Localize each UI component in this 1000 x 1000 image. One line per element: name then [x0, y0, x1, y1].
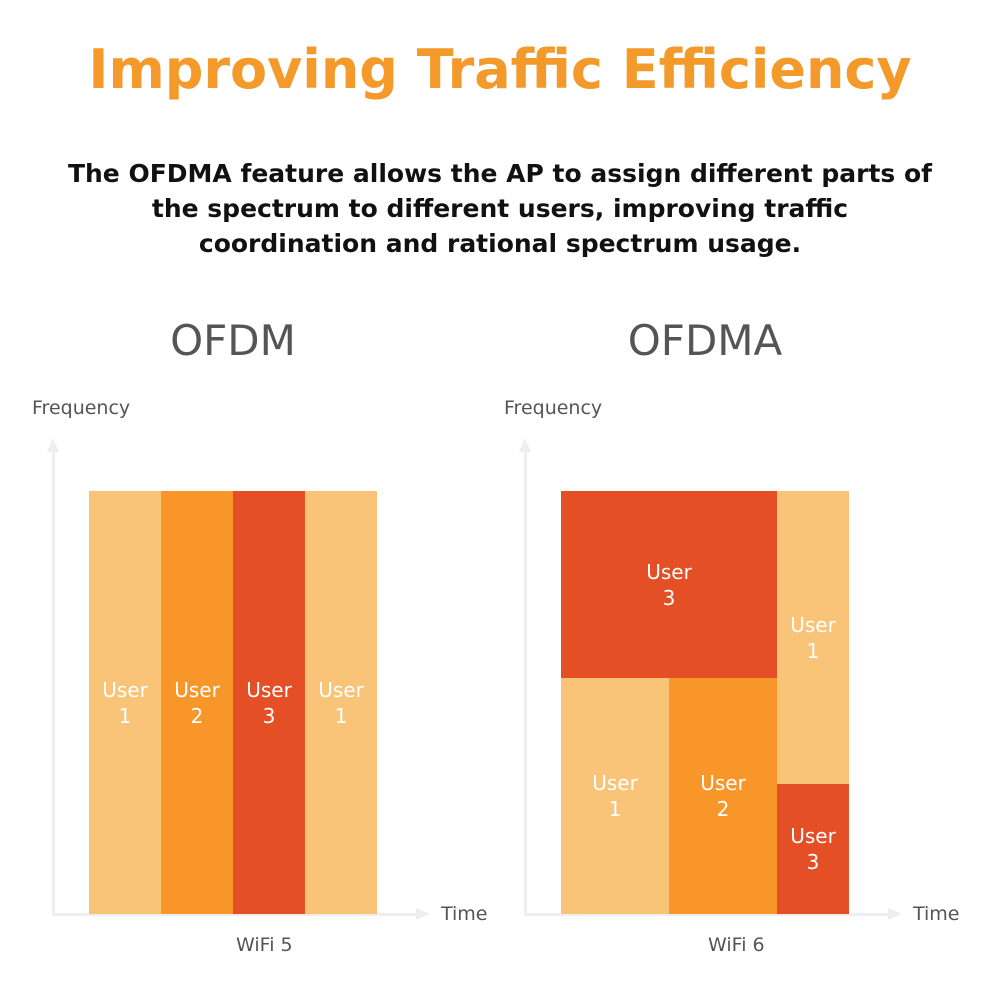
- block-label: User: [646, 559, 692, 584]
- ofdm-y-label: Frequency: [32, 397, 131, 419]
- block-number: 3: [806, 850, 820, 874]
- ofdma-y-label: Frequency: [504, 397, 603, 419]
- block-number: 3: [662, 585, 676, 610]
- ofdm-x-label: Time: [441, 903, 488, 925]
- ofdm-block-user2: User 2: [161, 491, 233, 914]
- ofdm-title: OFDM: [170, 316, 296, 365]
- block-label: User: [102, 677, 148, 702]
- block-number: 1: [334, 703, 348, 728]
- subtitle: The OFDMA feature allows the AP to assig…: [67, 159, 933, 258]
- block-number: 1: [118, 703, 132, 728]
- block-label: User: [790, 824, 836, 848]
- block-label: User: [700, 771, 746, 795]
- ofdma-x-label: Time: [913, 903, 960, 925]
- block-number: 1: [806, 638, 820, 663]
- ofdma-y-axis: [519, 438, 531, 916]
- page-title: Improving Traffic Efficiency: [88, 38, 912, 101]
- ofdma-x-axis: [524, 908, 902, 920]
- block-label: User: [790, 612, 836, 637]
- ofdm-y-axis: [47, 438, 59, 916]
- ofdma-block-user3-bottom: User 3: [777, 784, 849, 914]
- block-label: User: [246, 677, 292, 702]
- ofdm-x-axis: [52, 908, 430, 920]
- block-number: 2: [716, 797, 730, 821]
- ofdma-title: OFDMA: [627, 316, 783, 365]
- ofdma-block-user3-top: User 3: [561, 491, 777, 678]
- ofdm-block-user1: User 1: [89, 491, 161, 914]
- block-label: User: [174, 677, 220, 702]
- ofdm-block-user3: User 3: [233, 491, 305, 914]
- block-number: 2: [190, 703, 204, 728]
- block-label: User: [592, 771, 638, 795]
- ofdma-block-user1-bottom: User 1: [561, 678, 669, 914]
- block-number: 1: [608, 797, 622, 821]
- block-number: 3: [262, 703, 276, 728]
- ofdma-block-user1-right: User 1: [777, 491, 849, 784]
- ofdma-block-user2: User 2: [669, 678, 777, 914]
- ofdm-block-user1-b: User 1: [305, 491, 377, 914]
- block-label: User: [318, 677, 364, 702]
- ofdma-caption: WiFi 6: [708, 934, 765, 956]
- ofdm-caption: WiFi 5: [236, 934, 293, 956]
